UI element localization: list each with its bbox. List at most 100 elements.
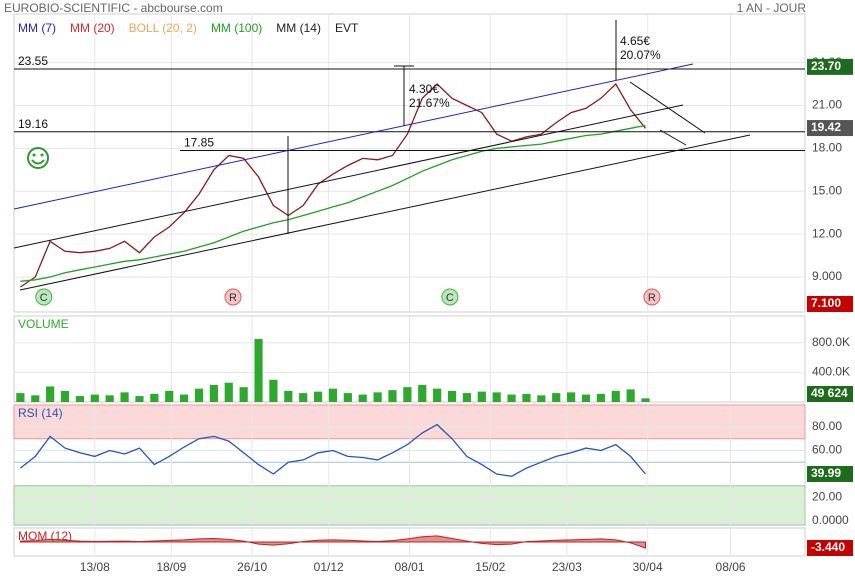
panel: MOM (12)-3.440 <box>13 527 853 557</box>
arrow <box>659 129 687 146</box>
bar <box>537 395 546 402</box>
bar <box>284 390 293 402</box>
smiley-eye <box>40 153 44 157</box>
badge-label: 39.99 <box>811 466 841 480</box>
header-period: 1 AN - JOUR <box>737 1 807 15</box>
annotation: 4.30€ <box>409 82 439 96</box>
y-tick-label: 9.000 <box>812 269 842 283</box>
bar <box>60 390 70 402</box>
badge <box>807 296 853 312</box>
bar <box>522 393 531 402</box>
y-tick-label: 800.0K <box>812 335 850 349</box>
badge-label: 49 624 <box>811 386 848 400</box>
annotation: 20.07% <box>620 48 661 62</box>
x-tick-label: 08/01 <box>394 560 424 574</box>
trend-line <box>19 134 751 291</box>
bar <box>552 393 561 402</box>
smiley-eye <box>32 153 36 157</box>
trend-line <box>13 104 684 249</box>
badge-label: -3.440 <box>811 540 845 554</box>
legend-entry: MM (20) <box>70 21 115 35</box>
signal <box>441 288 459 306</box>
bar <box>447 390 457 402</box>
bar <box>209 384 218 402</box>
signal-label: C <box>446 292 454 304</box>
bar <box>90 394 99 402</box>
x-tick-label: 30/04 <box>633 560 663 574</box>
bar <box>46 386 55 402</box>
smiley-mouth <box>31 159 45 165</box>
bar <box>135 396 144 402</box>
trend-lines <box>13 20 751 291</box>
x-tick-label: 26/10 <box>237 560 267 574</box>
x-tick-label: 23/03 <box>552 560 582 574</box>
bar <box>596 393 605 402</box>
x-tick-label: 08/06 <box>716 560 746 574</box>
bar <box>120 392 129 402</box>
level-label: 23.55 <box>18 54 48 68</box>
bar <box>641 398 650 402</box>
y-tick-label: 18.00 <box>812 141 842 155</box>
badge <box>807 120 853 137</box>
bar <box>388 390 397 402</box>
panel-title: VOLUME <box>18 317 69 331</box>
bar <box>567 392 576 402</box>
bar <box>313 391 323 402</box>
y-tick-label: 400.0K <box>812 365 850 379</box>
trend-line <box>629 81 706 134</box>
bar <box>31 395 40 402</box>
panel: 400.0K 800.0K VOLUME 49 624 <box>13 315 853 403</box>
x-tick-label: 18/09 <box>156 560 186 574</box>
bar <box>194 388 204 402</box>
signal <box>643 288 661 306</box>
bar <box>328 388 338 402</box>
bar <box>343 393 352 402</box>
smiley <box>27 147 49 169</box>
signal-label: C <box>40 292 48 304</box>
bar <box>358 394 367 402</box>
bar <box>626 389 635 402</box>
level-label: 19.16 <box>18 117 48 131</box>
y-tick-label: 20.00 <box>812 490 842 504</box>
legend-entry: MM (7) <box>18 21 56 35</box>
bar <box>165 390 174 402</box>
bar <box>492 392 501 402</box>
y-tick-label: 60.00 <box>812 443 842 457</box>
bar <box>16 393 25 402</box>
signal <box>35 288 53 306</box>
y-tick-label: 0.0000 <box>812 513 849 527</box>
indicator-line <box>20 124 646 282</box>
bar <box>373 392 382 402</box>
bar <box>105 395 114 402</box>
level-label: 17.85 <box>184 136 214 150</box>
legend-entry: MM (14) <box>276 21 321 35</box>
bar <box>150 393 159 402</box>
bar <box>299 393 308 402</box>
panel-title: RSI (14) <box>18 406 63 420</box>
x-tick-label: 15/02 <box>475 560 505 574</box>
signal <box>224 288 242 306</box>
badge <box>807 540 853 556</box>
trend-line <box>13 63 694 210</box>
bar <box>507 394 516 402</box>
legend-entry: EVT <box>335 21 359 35</box>
y-tick-label: 80.00 <box>812 419 842 433</box>
smiley-face <box>27 147 49 169</box>
bar <box>403 387 412 402</box>
y-tick-label: 15.00 <box>812 183 842 197</box>
legend-entry: BOLL (20, 2) <box>129 21 197 35</box>
annotation: 21.67% <box>409 96 450 110</box>
bar <box>75 396 85 402</box>
area <box>19 535 647 549</box>
badge-label: 23.70 <box>811 59 841 73</box>
badge-label: 19.42 <box>811 120 841 134</box>
legend-entry: MM (100) <box>211 21 262 35</box>
bar <box>180 394 189 402</box>
bar <box>581 394 591 402</box>
badge <box>807 466 853 483</box>
x-tick-label: 01/12 <box>314 560 344 574</box>
bar <box>418 384 427 402</box>
bar <box>433 388 442 402</box>
line <box>20 82 647 288</box>
